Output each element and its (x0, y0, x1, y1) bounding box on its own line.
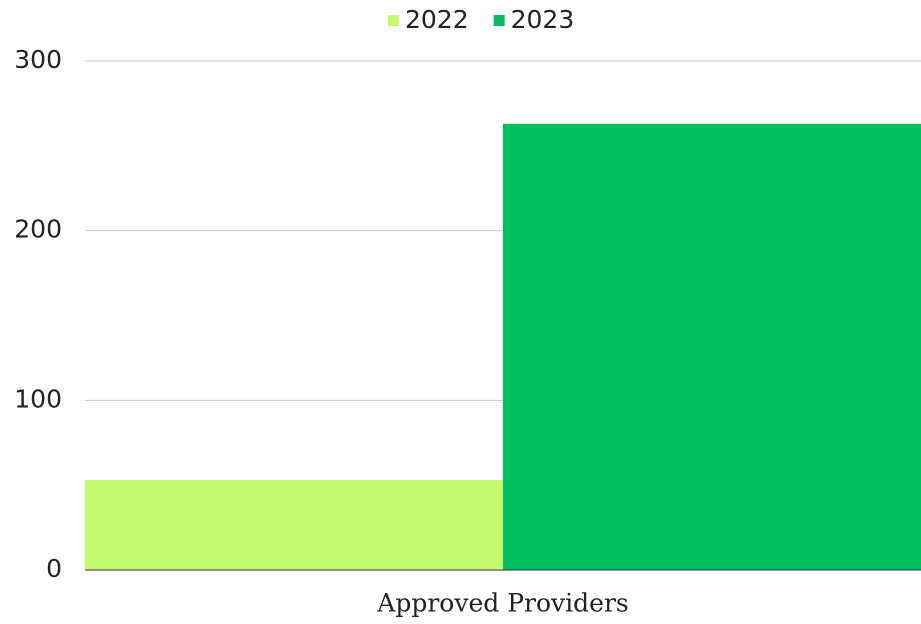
y-tick-label: 200 (14, 215, 62, 244)
y-tick-label: 0 (46, 554, 62, 583)
x-tick-label: Approved Providers (376, 589, 628, 618)
y-tick-label: 300 (14, 45, 62, 74)
y-tick-label: 100 (14, 384, 62, 413)
legend-swatch (493, 15, 505, 26)
legend-label: 2023 (511, 5, 575, 34)
legend-label: 2022 (405, 5, 469, 34)
bar (503, 123, 921, 570)
legend-swatch (388, 15, 399, 26)
bar (85, 480, 503, 570)
